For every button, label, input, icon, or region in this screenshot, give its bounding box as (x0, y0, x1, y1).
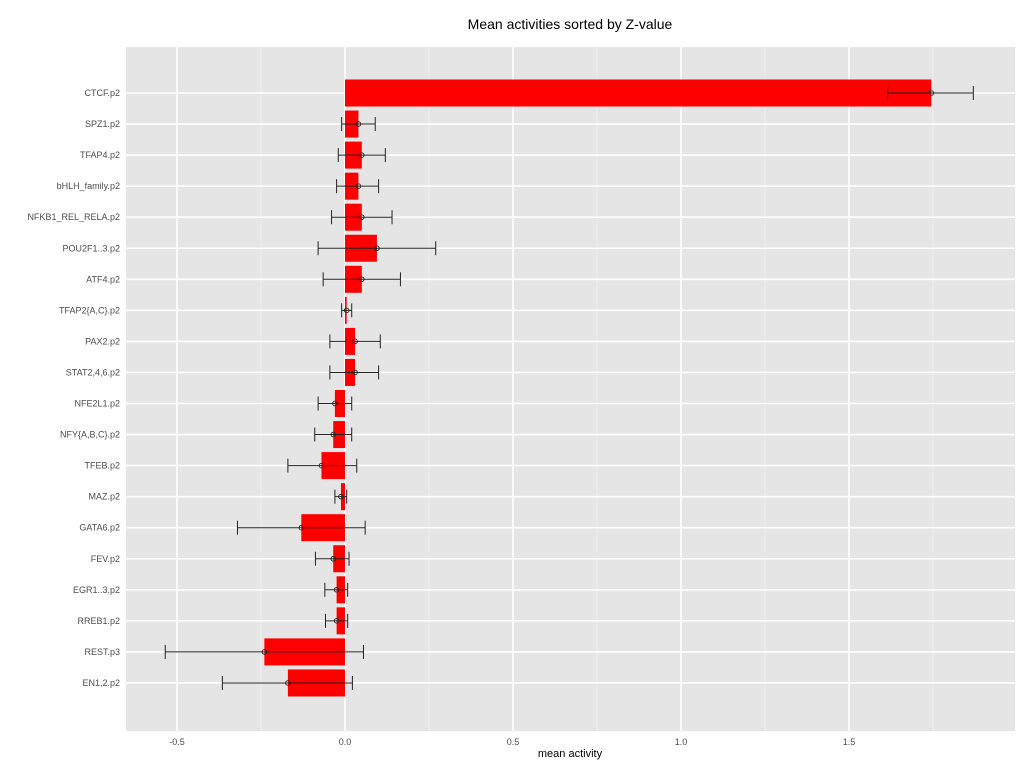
mean-points (261, 90, 935, 686)
mean-point (359, 276, 365, 283)
error-bar (314, 427, 353, 442)
mean-point (298, 524, 305, 531)
error-bar (331, 210, 393, 225)
error-bar (236, 520, 366, 535)
plot-panel (126, 47, 1015, 731)
y-tick-label: GATA6.p2 (79, 523, 120, 533)
y-tick-label: EN1,2.p2 (82, 678, 120, 688)
y-tick-label: PAX2.p2 (85, 336, 120, 346)
y-tick-label: NFE2L1.p2 (74, 399, 120, 409)
y-tick-label: NFKB1_REL_RELA.p2 (27, 212, 120, 222)
y-tick-label: SPZ1.p2 (85, 119, 120, 129)
y-tick-label: MAZ.p2 (88, 492, 120, 502)
mean-point (355, 183, 362, 189)
error-bar (317, 396, 353, 411)
x-tick-label: 0.5 (507, 737, 520, 747)
y-tick-label: EGR1..3.p2 (73, 585, 120, 595)
mean-point (333, 587, 340, 593)
mean-point (330, 556, 336, 562)
mean-point (285, 680, 291, 686)
error-bar (329, 365, 380, 380)
mean-point (318, 462, 325, 469)
minor-gridlines (260, 47, 934, 731)
error-bar (164, 644, 364, 659)
mean-point (355, 121, 362, 127)
error-bar (337, 148, 386, 163)
x-tick-label: 1.0 (675, 737, 688, 747)
error-bar (341, 303, 353, 318)
y-tick-label: NFY{A,B,C}.p2 (60, 430, 120, 440)
x-tick-label: 0.0 (339, 737, 352, 747)
error-bar (324, 582, 349, 597)
y-tick-label: STAT2,4,6.p2 (66, 367, 120, 377)
y-tick-label: TFEB.p2 (84, 461, 120, 471)
mean-point (352, 338, 358, 345)
y-tick-label: REST.p3 (84, 647, 120, 657)
error-bar (314, 551, 350, 566)
mean-point (359, 214, 365, 220)
error-bar (341, 117, 376, 132)
major-gridlines (126, 47, 1015, 731)
error-bar (336, 179, 380, 194)
error-bar (317, 241, 437, 256)
error-bar (329, 334, 381, 349)
y-tick-label: bHLH_family.p2 (57, 181, 120, 191)
y-tick-label: FEV.p2 (91, 554, 120, 564)
error-bar (334, 489, 348, 504)
y-tick-label: CTCF.p2 (84, 88, 120, 98)
y-tick-label: RREB1.p2 (77, 616, 120, 626)
x-tick-label: -0.5 (169, 737, 185, 747)
mean-point (359, 152, 365, 158)
mean-point (338, 493, 344, 500)
mean-point (374, 245, 380, 251)
mean-point (261, 649, 268, 655)
mean-point (352, 369, 358, 376)
error-bar (287, 458, 358, 473)
y-tick-label: POU2F1..3.p2 (62, 243, 120, 253)
mean-point (332, 400, 338, 407)
y-tick-label: ATF4.p2 (86, 274, 120, 284)
error-bar (221, 675, 353, 690)
x-axis-tick-labels: -0.5 0.0 0.5 1.0 1.5 (169, 737, 855, 747)
mean-point (343, 307, 350, 314)
error-bar (322, 272, 401, 287)
y-axis-tick-labels: CTCF.p2 SPZ1.p2 TFAP4.p2 bHLH_family.p2 NFKB… (27, 88, 120, 688)
x-tick-label: 1.5 (843, 737, 856, 747)
error-bars (164, 86, 974, 690)
y-tick-label: TFAP2{A,C}.p2 (59, 305, 120, 315)
chart-title: Mean activities sorted by Z-value (468, 16, 673, 32)
error-bar (887, 86, 974, 100)
bar (345, 79, 932, 107)
y-tick-label: TFAP4.p2 (80, 150, 120, 160)
mean-point (928, 90, 935, 96)
mean-point (333, 618, 340, 624)
error-bar (325, 613, 349, 628)
mean-point (330, 431, 336, 438)
x-axis-label: mean activity (538, 748, 603, 760)
